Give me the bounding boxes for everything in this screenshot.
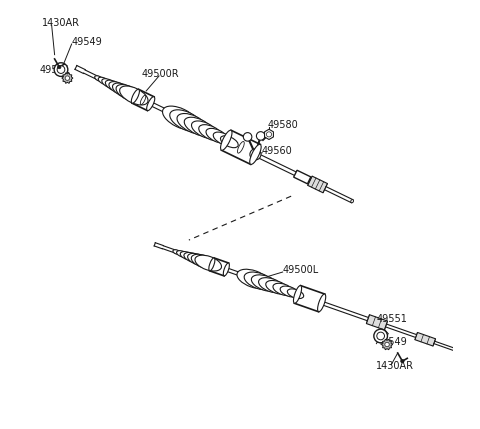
Ellipse shape [199, 125, 223, 141]
Ellipse shape [173, 250, 181, 254]
Ellipse shape [170, 110, 203, 132]
Ellipse shape [259, 278, 284, 293]
Ellipse shape [213, 132, 233, 145]
Text: 49580: 49580 [268, 120, 299, 130]
Ellipse shape [120, 86, 148, 105]
Ellipse shape [116, 85, 142, 102]
Ellipse shape [280, 286, 299, 297]
Ellipse shape [273, 283, 294, 296]
Polygon shape [308, 176, 327, 193]
Circle shape [54, 63, 68, 76]
Ellipse shape [188, 254, 208, 266]
Ellipse shape [192, 121, 218, 139]
Ellipse shape [102, 79, 116, 88]
Circle shape [377, 332, 384, 340]
Circle shape [58, 65, 61, 69]
Text: 1430AR: 1430AR [376, 361, 414, 371]
Text: 49549: 49549 [72, 37, 102, 47]
Ellipse shape [184, 117, 213, 136]
Ellipse shape [221, 130, 232, 150]
Circle shape [65, 76, 70, 80]
Ellipse shape [192, 254, 215, 268]
Polygon shape [132, 89, 154, 111]
Ellipse shape [244, 272, 275, 290]
Text: 49560: 49560 [261, 145, 292, 156]
Polygon shape [294, 170, 311, 184]
Polygon shape [366, 315, 387, 330]
Circle shape [385, 342, 389, 347]
Ellipse shape [147, 97, 155, 111]
Polygon shape [264, 129, 274, 139]
Ellipse shape [177, 114, 208, 134]
Text: 49549: 49549 [376, 337, 407, 347]
Ellipse shape [180, 251, 194, 260]
Polygon shape [382, 339, 393, 350]
Text: 1430AR: 1430AR [42, 18, 80, 28]
Circle shape [57, 66, 65, 73]
Ellipse shape [237, 269, 270, 289]
Ellipse shape [223, 263, 229, 276]
Text: 49551: 49551 [376, 314, 407, 324]
Ellipse shape [177, 251, 188, 257]
Text: 49500L: 49500L [283, 265, 319, 275]
Ellipse shape [98, 77, 109, 85]
Circle shape [401, 360, 404, 363]
Polygon shape [221, 130, 260, 164]
Polygon shape [415, 332, 435, 346]
Ellipse shape [95, 76, 103, 82]
Circle shape [374, 329, 387, 343]
Text: 49551: 49551 [40, 65, 71, 75]
Circle shape [256, 132, 265, 140]
Ellipse shape [351, 199, 353, 203]
Ellipse shape [220, 136, 238, 148]
Circle shape [250, 149, 261, 160]
Ellipse shape [106, 80, 122, 91]
Polygon shape [62, 73, 73, 83]
Ellipse shape [206, 128, 228, 143]
Ellipse shape [195, 255, 221, 271]
Ellipse shape [163, 106, 198, 130]
Ellipse shape [252, 275, 279, 291]
Ellipse shape [318, 294, 326, 312]
Polygon shape [210, 258, 228, 276]
Text: 49500R: 49500R [142, 69, 180, 79]
Ellipse shape [266, 281, 289, 294]
Ellipse shape [109, 82, 129, 95]
Polygon shape [294, 286, 325, 312]
Ellipse shape [209, 258, 215, 271]
Ellipse shape [250, 144, 261, 164]
Ellipse shape [112, 83, 135, 98]
Ellipse shape [288, 289, 304, 299]
Ellipse shape [459, 350, 461, 353]
Ellipse shape [184, 252, 201, 263]
Circle shape [243, 133, 252, 141]
Ellipse shape [293, 286, 301, 303]
Ellipse shape [132, 89, 139, 103]
